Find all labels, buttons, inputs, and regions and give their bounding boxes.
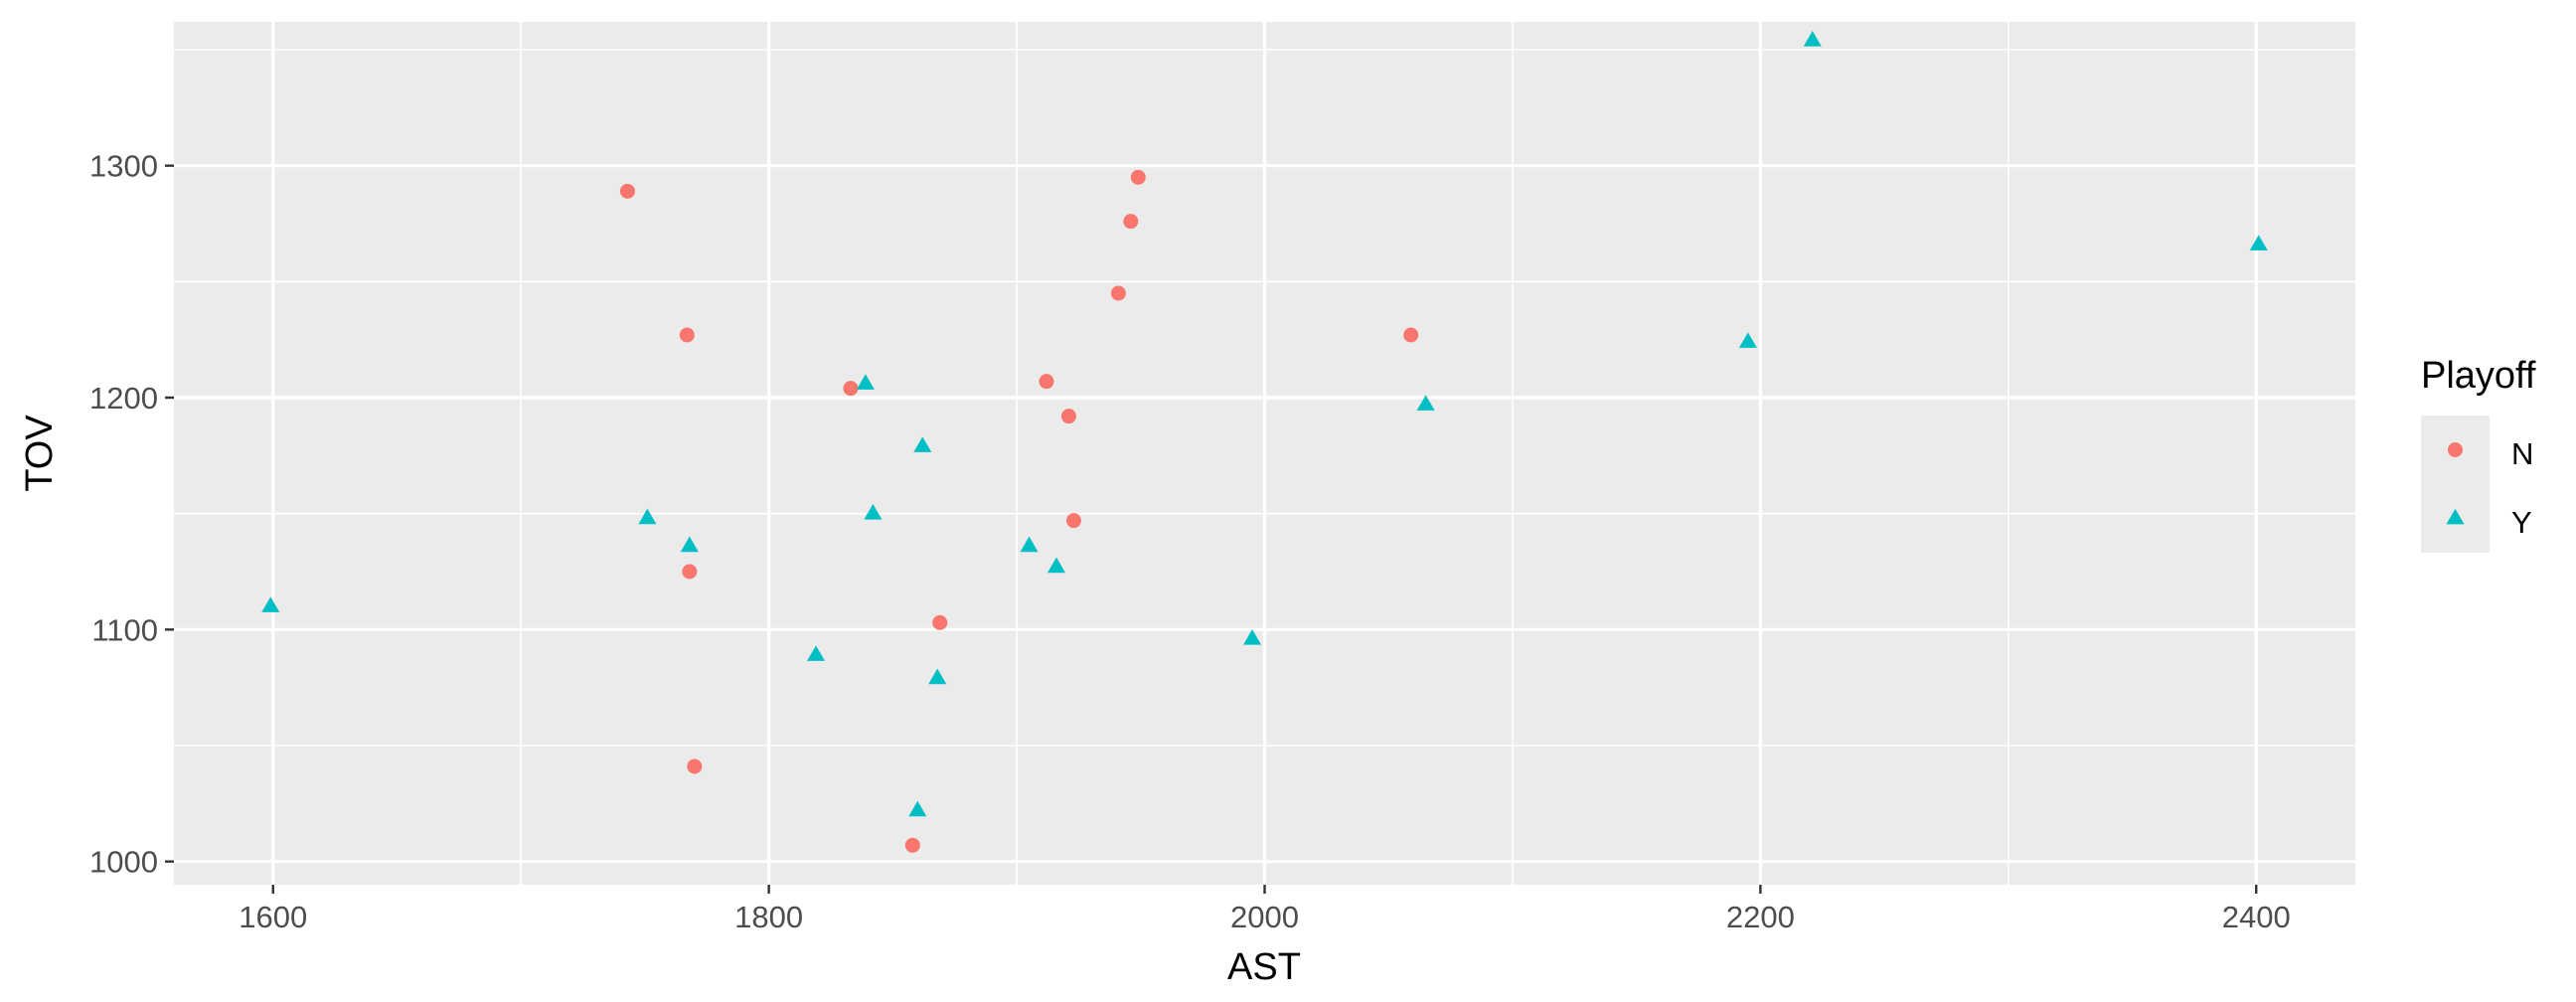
grid-major <box>174 22 2355 885</box>
point-n <box>1039 374 1054 390</box>
point-n <box>1065 513 1081 529</box>
point-n <box>1403 327 1419 343</box>
point-n <box>619 183 635 199</box>
x-axis-title: AST <box>1227 946 1301 988</box>
point-n <box>843 381 859 397</box>
point-n <box>1110 285 1126 301</box>
x-axis: 1600 1800 2000 2200 2400 <box>239 885 2291 934</box>
point-y <box>1020 536 1039 553</box>
point-y <box>913 436 932 452</box>
point-n <box>1123 214 1139 230</box>
point-y <box>1803 31 1822 47</box>
point-n <box>1060 409 1076 424</box>
x-tick-label: 2400 <box>2222 900 2291 934</box>
point-n <box>932 614 948 630</box>
legend: Playoff N Y <box>2421 355 2536 553</box>
legend-keys <box>2446 442 2465 525</box>
point-y <box>864 504 883 520</box>
point-y <box>2249 235 2268 250</box>
point-n <box>679 327 695 343</box>
x-tick-label: 1600 <box>239 900 307 934</box>
point-y <box>1738 332 1757 348</box>
y-tick-label: 1100 <box>91 612 158 647</box>
data-points <box>261 31 2268 853</box>
point-y <box>1046 557 1065 574</box>
point-y <box>261 596 280 612</box>
y-tick-label: 1300 <box>89 149 158 184</box>
y-axis: 1000 1100 1200 1300 <box>89 149 174 880</box>
point-n <box>682 564 698 580</box>
point-y <box>638 508 657 525</box>
y-tick-label: 1000 <box>89 845 158 880</box>
x-tick-label: 2000 <box>1230 900 1299 934</box>
x-tick-label: 1800 <box>734 900 803 934</box>
point-y <box>1416 395 1435 411</box>
point-n <box>904 837 920 853</box>
y-axis-title: TOV <box>19 415 61 492</box>
legend-label-n: N <box>2511 436 2533 471</box>
legend-title: Playoff <box>2421 355 2536 397</box>
y-tick-label: 1200 <box>89 381 158 416</box>
point-y <box>928 668 947 685</box>
point-y <box>807 645 826 661</box>
point-y <box>856 374 875 390</box>
legend-label-y: Y <box>2511 505 2532 540</box>
legend-key-y <box>2446 508 2465 525</box>
point-n <box>1130 169 1146 185</box>
point-y <box>680 536 699 553</box>
legend-key-n <box>2448 442 2463 457</box>
point-n <box>687 758 703 774</box>
point-y <box>908 800 927 817</box>
point-y <box>1243 629 1262 645</box>
x-tick-label: 2200 <box>1726 900 1795 934</box>
